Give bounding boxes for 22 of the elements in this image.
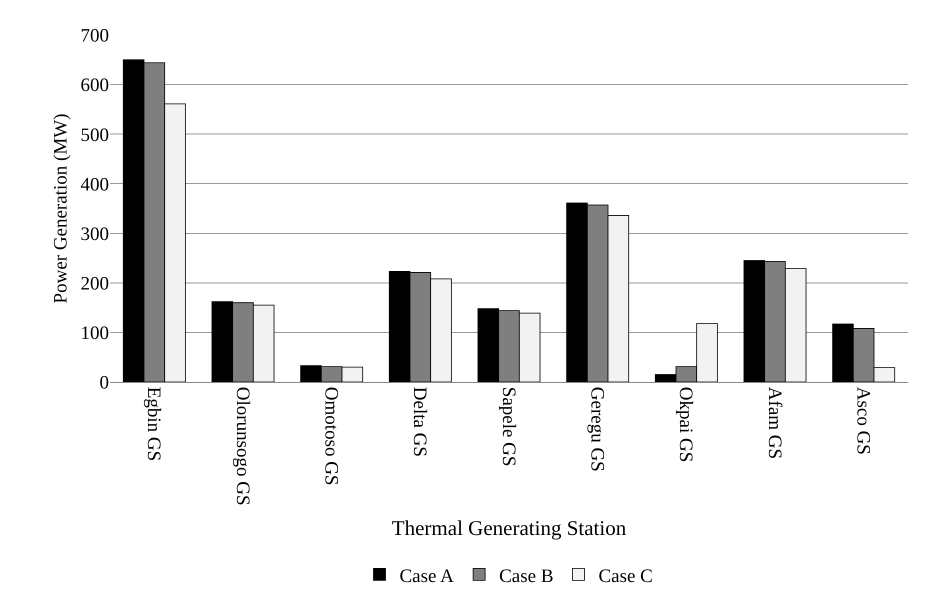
x-tick-label: Olorunsogo GS [232,386,253,506]
x-tick-label: Okpai GS [675,386,696,462]
x-tick-label: Egbin GS [143,386,164,462]
y-tick-label: 300 [80,224,109,245]
legend-label: Case C [598,566,653,587]
y-axis-title: Power Generation (MW) [50,114,72,304]
x-tick-label: Geregu GS [586,386,608,472]
y-tick-label: 500 [80,124,109,146]
x-tick-label: Delta GS [409,386,430,457]
y-tick-label: 100 [80,323,109,344]
y-tick-label: 600 [80,75,109,96]
y-tick-label: 200 [80,274,109,295]
y-tick-label: 700 [80,26,109,47]
y-tick-label: 0 [100,372,109,394]
x-tick-label: Omotoso GS [320,386,342,486]
x-tick-label: Asco GS [852,386,874,455]
y-tick-label: 400 [80,174,109,196]
x-tick-label: Afam GS [764,386,785,460]
legend-label: Case A [400,566,454,587]
x-axis-title: Thermal Generating Station [392,516,627,540]
legend-label: Case B [499,566,554,587]
x-tick-label: Sapele GS [498,386,519,466]
